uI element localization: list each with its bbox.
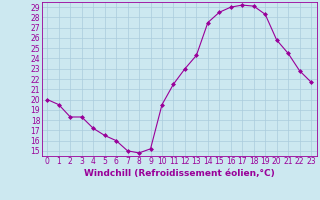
X-axis label: Windchill (Refroidissement éolien,°C): Windchill (Refroidissement éolien,°C) xyxy=(84,169,275,178)
